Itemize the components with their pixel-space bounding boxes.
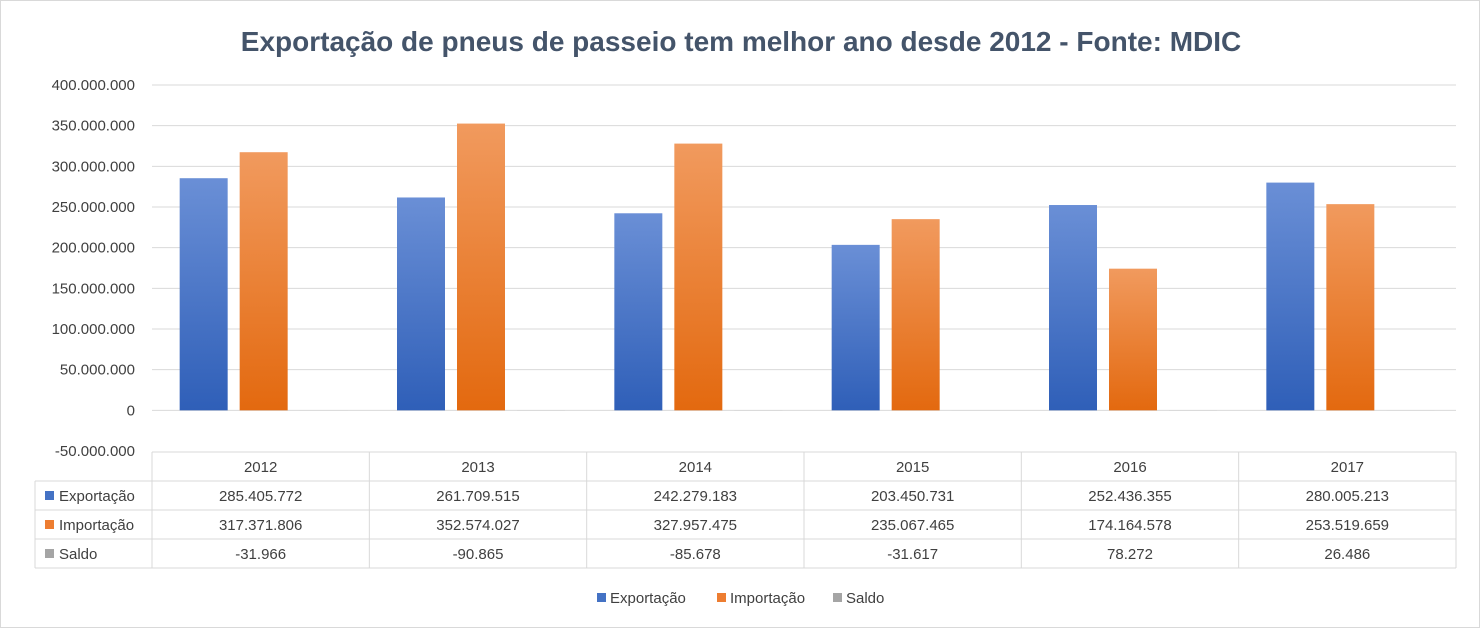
table-cell-exportacao-2015: 203.450.731 — [871, 488, 954, 505]
table-cell-saldo-2014: -85.678 — [670, 546, 721, 563]
bar-importacao-2017 — [1326, 204, 1375, 411]
bar-exportacao-2014 — [614, 213, 663, 411]
y-tick-label: 300.000.000 — [52, 158, 135, 175]
table-cell-saldo-2013: -90.865 — [453, 546, 504, 563]
table-header-2013: 2013 — [461, 459, 494, 476]
legend: Exportação Importação Saldo — [597, 590, 884, 607]
table-cell-saldo-2012: -31.966 — [235, 546, 286, 563]
y-tick-label: 250.000.000 — [52, 199, 135, 216]
y-tick-label: 0 — [127, 402, 135, 419]
legend-key-saldo — [833, 593, 842, 602]
table-cell-saldo-2015: -31.617 — [887, 546, 938, 563]
y-tick-label: -50.000.000 — [55, 443, 135, 460]
table-cell-exportacao-2017: 280.005.213 — [1306, 488, 1389, 505]
y-tick-label: 200.000.000 — [52, 240, 135, 257]
table-row-label-importacao: Importação — [59, 517, 134, 534]
table-header-2017: 2017 — [1331, 459, 1364, 476]
table-cell-importacao-2013: 352.574.027 — [436, 517, 519, 534]
bars — [179, 123, 1435, 411]
y-tick-label: 350.000.000 — [52, 118, 135, 135]
bar-exportacao-2012 — [179, 178, 228, 411]
table-header-2016: 2016 — [1113, 459, 1146, 476]
bar-importacao-2015 — [891, 219, 940, 411]
legend-label-exportacao: Exportação — [610, 590, 686, 607]
y-tick-label: 400.000.000 — [52, 77, 135, 94]
table-legend-key-exportacao — [45, 491, 54, 500]
legend-key-exportacao — [597, 593, 606, 602]
table-header-2014: 2014 — [679, 459, 712, 476]
bar-importacao-2013 — [457, 123, 505, 411]
table-cell-importacao-2014: 327.957.475 — [654, 517, 737, 534]
table-cell-importacao-2016: 174.164.578 — [1088, 517, 1171, 534]
y-axis-ticks: 400.000.000 350.000.000 300.000.000 250.000… — [52, 77, 135, 460]
table-cell-exportacao-2012: 285.405.772 — [219, 488, 302, 505]
table-cell-exportacao-2014: 242.279.183 — [654, 488, 737, 505]
table-row-label-saldo: Saldo — [59, 546, 97, 563]
table-cell-importacao-2012: 317.371.806 — [219, 517, 302, 534]
table-cell-exportacao-2013: 261.709.515 — [436, 488, 519, 505]
bar-exportacao-2016 — [1049, 205, 1097, 411]
table-legend-key-importacao — [45, 520, 54, 529]
table-cell-saldo-2016: 78.272 — [1107, 546, 1153, 563]
legend-label-saldo: Saldo — [846, 590, 884, 607]
gridlines — [152, 84, 1456, 411]
y-tick-label: 150.000.000 — [52, 280, 135, 297]
table-cell-exportacao-2016: 252.436.355 — [1088, 488, 1171, 505]
data-table: 2012 2013 2014 2015 2016 2017 Exportação 285.40… — [34, 451, 1457, 569]
y-tick-label: 50.000.000 — [60, 362, 135, 379]
y-tick-label: 100.000.000 — [52, 321, 135, 338]
table-header-2012: 2012 — [244, 459, 277, 476]
table-cell-importacao-2015: 235.067.465 — [871, 517, 954, 534]
table-cell-importacao-2017: 253.519.659 — [1306, 517, 1389, 534]
table-cell-saldo-2017: 26.486 — [1324, 546, 1370, 563]
legend-label-importacao: Importação — [730, 590, 805, 607]
table-row-label-exportacao: Exportação — [59, 488, 135, 505]
table-header-2015: 2015 — [896, 459, 929, 476]
bar-importacao-2014 — [674, 143, 723, 411]
bar-exportacao-2013 — [397, 197, 445, 411]
legend-key-importacao — [717, 593, 726, 602]
table-legend-key-saldo — [45, 549, 54, 558]
bar-exportacao-2015 — [831, 244, 880, 411]
bar-exportacao-2017 — [1266, 182, 1315, 411]
bar-importacao-2016 — [1109, 268, 1157, 411]
chart-title: Exportação de pneus de passeio tem melho… — [241, 26, 1241, 57]
bar-importacao-2012 — [239, 152, 288, 411]
